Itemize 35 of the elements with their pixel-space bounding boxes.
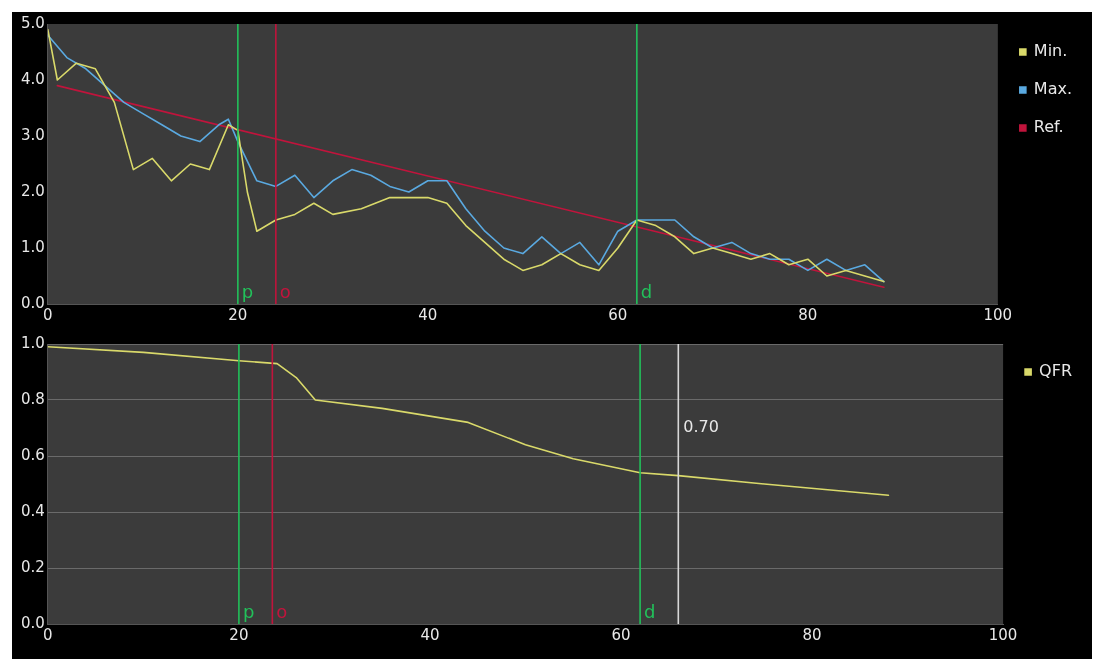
x-tick-label: 60 <box>608 305 628 324</box>
y-tick-label: 4.0 <box>21 69 45 88</box>
x-tick-label: 20 <box>229 625 249 644</box>
legend-label: Ref. <box>1033 117 1064 137</box>
legend-label: QFR <box>1039 361 1073 381</box>
y-tick-label: 3.0 <box>21 125 45 144</box>
y-tick-label: 0.2 <box>21 557 45 576</box>
x-tick-label: 0 <box>43 305 53 324</box>
y-tick-label: 5.0 <box>21 13 45 32</box>
x-tick-label: 20 <box>228 305 248 324</box>
legend-label: Min. <box>1033 41 1068 61</box>
ref-line-label: p <box>241 280 254 302</box>
y-tick-label: 0.0 <box>21 613 45 632</box>
y-tick-label: 1.0 <box>21 333 45 352</box>
x-tick-label: 40 <box>418 305 438 324</box>
x-tick-label: 80 <box>802 625 822 644</box>
y-tick-label: 2.0 <box>21 181 45 200</box>
x-tick-label: 100 <box>983 305 1013 324</box>
annotation: 0.70 <box>683 417 719 437</box>
ref-line-label: d <box>640 280 653 302</box>
ref-line-label: o <box>279 280 291 302</box>
ref-line-label: d <box>644 600 656 622</box>
ref-line-label: o <box>276 600 288 622</box>
x-tick-label: 40 <box>420 625 440 644</box>
y-tick-label: 0.8 <box>21 389 45 408</box>
y-tick-label: 0.4 <box>21 501 45 520</box>
legend-label: Max. <box>1033 79 1073 99</box>
x-tick-label: 0 <box>43 625 53 644</box>
ref-line-label: p <box>242 600 255 622</box>
y-tick-label: 1.0 <box>21 237 45 256</box>
x-tick-label: 100 <box>988 625 1018 644</box>
y-tick-label: 0.6 <box>21 445 45 464</box>
y-tick-label: 0.0 <box>21 293 45 312</box>
x-tick-label: 80 <box>798 305 818 324</box>
x-tick-label: 60 <box>611 625 631 644</box>
